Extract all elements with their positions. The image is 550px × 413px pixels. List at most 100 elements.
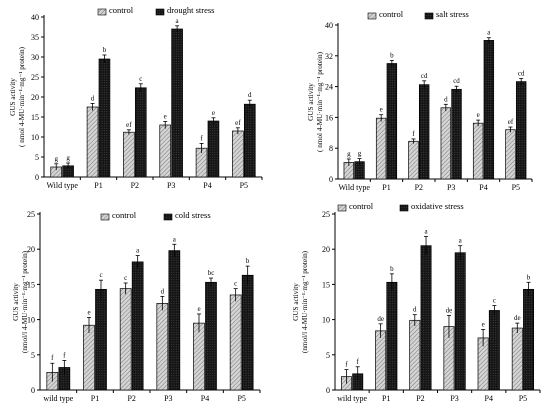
- y-tick-label: 8: [329, 144, 333, 153]
- bar-drought-stress: [98, 58, 111, 178]
- significance-letter: f: [357, 358, 360, 366]
- significance-letter: e: [87, 308, 90, 316]
- y-tick-label: 25: [322, 210, 330, 219]
- bar-control: [375, 117, 387, 180]
- bar-oxidative-stress: [420, 245, 432, 391]
- y-tick-label: 10: [27, 316, 35, 325]
- legend-label: oxidative stress: [411, 201, 464, 211]
- significance-letter: g: [54, 155, 58, 163]
- legend-label: control: [109, 5, 134, 15]
- chart-panel-oxidative: 0 5 10 15 20 25 GUS activity(nmol/l 4-MU·min⁻¹…: [292, 201, 541, 403]
- significance-letter: b: [390, 51, 394, 59]
- x-tick-label: Wild type: [46, 181, 78, 190]
- x-tick-label: P2: [131, 181, 139, 190]
- x-tick-label: P3: [450, 394, 458, 403]
- significance-letter: e: [212, 109, 215, 117]
- bar-control: [409, 319, 421, 391]
- bar-control: [511, 327, 523, 391]
- x-tick-label: P3: [447, 183, 455, 192]
- y-tick-label: 16: [325, 113, 333, 122]
- significance-letter: a: [459, 237, 463, 245]
- significance-letter: de: [377, 315, 384, 323]
- y-tick-label: 25: [31, 73, 39, 82]
- bar-control: [229, 294, 242, 391]
- y-tick-label: 15: [322, 280, 330, 289]
- significance-letter: d: [161, 287, 165, 295]
- significance-letter: g: [347, 150, 351, 158]
- significance-letter: de: [514, 314, 521, 322]
- x-tick-label: P4: [201, 394, 209, 403]
- y-tick-label: 20: [31, 93, 39, 102]
- bar-control: [156, 303, 169, 391]
- x-tick-label: P2: [127, 394, 135, 403]
- bar-oxidative-stress: [454, 252, 466, 391]
- significance-letter: g: [358, 150, 362, 158]
- bar-salt-stress: [418, 84, 430, 180]
- legend-label: salt stress: [436, 9, 469, 19]
- significance-letter: b: [390, 265, 394, 273]
- significance-letter: c: [139, 75, 142, 83]
- y-axis-label: GUS activity( nmol 4-MU·min⁻¹·mg⁻¹ prote…: [9, 46, 26, 147]
- y-tick-label: 10: [322, 316, 330, 325]
- significance-letter: b: [103, 46, 107, 54]
- bar-control: [408, 140, 419, 180]
- x-tick-label: P4: [485, 394, 493, 403]
- x-tick-label: wild type: [337, 394, 367, 403]
- significance-letter: f: [51, 354, 54, 362]
- x-tick-label: wild type: [43, 394, 73, 403]
- y-tick-label: 0: [35, 173, 39, 182]
- significance-letter: f: [63, 351, 66, 359]
- y-tick-label: 0: [326, 386, 330, 395]
- x-tick-label: P5: [519, 394, 527, 403]
- x-tick-label: P5: [512, 183, 520, 192]
- significance-letter: cd: [421, 72, 428, 80]
- y-tick-label: 15: [31, 113, 39, 122]
- bar-drought-stress: [171, 28, 183, 178]
- bar-salt-stress: [386, 63, 398, 180]
- significance-letter: a: [487, 29, 491, 37]
- significance-letter: ef: [508, 118, 514, 126]
- y-tick-label: 32: [325, 52, 333, 61]
- significance-letter: cd: [518, 70, 525, 78]
- bar-drought-stress: [134, 87, 147, 178]
- x-tick-label: P4: [203, 181, 211, 190]
- significance-letter: f: [412, 130, 415, 138]
- bar-control: [472, 122, 484, 180]
- x-tick-label: P1: [382, 183, 390, 192]
- x-tick-label: P2: [416, 394, 424, 403]
- legend-swatch-control: [337, 204, 347, 212]
- y-tick-label: 5: [326, 351, 330, 360]
- chart-panel-salt: 0 8 16 24 32 40 GUS activity( nmol 4-MU·min⁻¹·…: [307, 9, 533, 192]
- y-tick-label: 24: [325, 83, 333, 92]
- x-tick-label: P5: [240, 181, 248, 190]
- y-tick-label: 0: [31, 386, 35, 395]
- legend-label: control: [112, 210, 137, 220]
- y-tick-label: 5: [31, 351, 35, 360]
- bar-control: [119, 288, 132, 391]
- x-tick-label: P1: [382, 394, 390, 403]
- chart-panel-cold: 0 5 10 15 20 25 GUS activity(nmol/l 4-MU·min⁻¹…: [12, 210, 261, 403]
- significance-letter: c: [493, 297, 496, 305]
- significance-letter: cd: [453, 77, 460, 85]
- bar-salt-stress: [483, 40, 495, 180]
- y-tick-label: 30: [31, 53, 39, 62]
- significance-letter: c: [99, 271, 102, 279]
- bar-control: [375, 330, 387, 391]
- bar-control: [193, 322, 205, 391]
- legend-label: cold stress: [175, 210, 211, 220]
- y-axis-label: GUS activity(nmol/l 4-MU·min⁻¹·mg⁻¹ prot…: [292, 250, 309, 353]
- significance-letter: e: [197, 305, 200, 313]
- bar-salt-stress: [515, 81, 527, 180]
- significance-letter: ef: [235, 119, 241, 127]
- legend-label: control: [379, 9, 404, 19]
- significance-letter: ef: [126, 121, 132, 129]
- legend-swatch-control: [100, 213, 110, 221]
- significance-letter: d: [413, 306, 417, 314]
- significance-letter: de: [446, 306, 453, 314]
- significance-letter: a: [173, 235, 177, 243]
- y-tick-label: 5: [35, 153, 39, 162]
- legend-swatch-oxidative-stress: [399, 204, 409, 212]
- bar-oxidative-stress: [523, 288, 535, 391]
- x-tick-label: P1: [94, 181, 102, 190]
- legend-swatch-control: [367, 12, 377, 20]
